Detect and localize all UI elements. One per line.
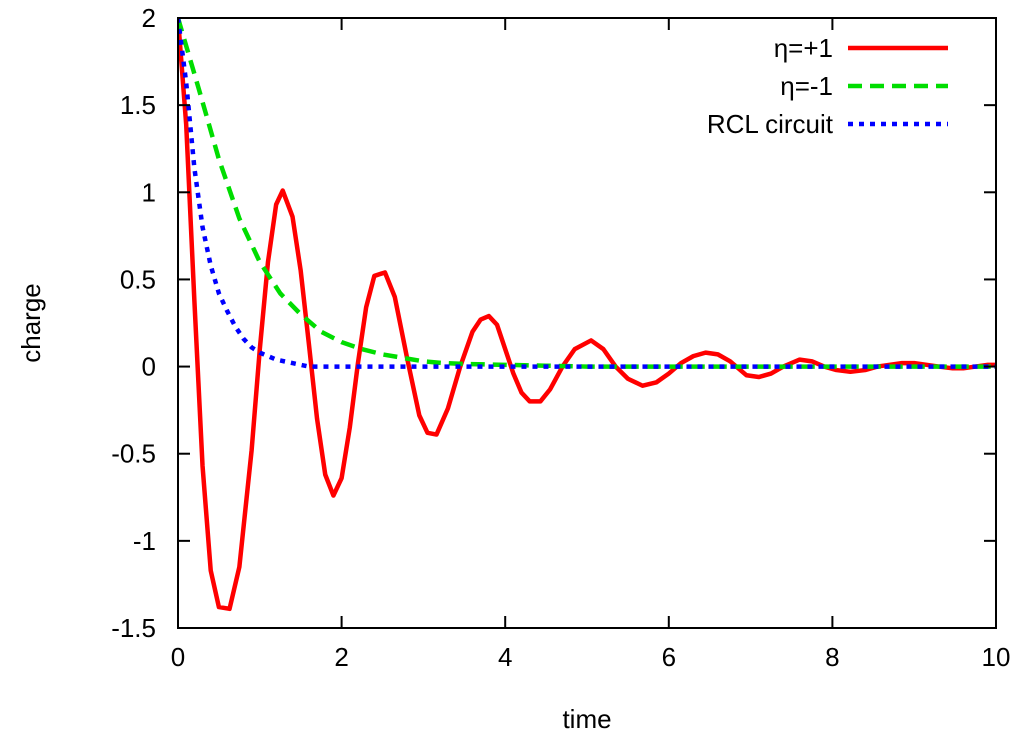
plot-frame <box>177 17 997 629</box>
series-layer <box>178 18 996 612</box>
x-tick-label: 10 <box>982 642 1011 672</box>
y-tick-label: -1.5 <box>111 613 156 643</box>
x-tick-label: 0 <box>171 642 185 672</box>
series-line-2 <box>178 18 996 369</box>
x-tick-label: 6 <box>662 642 676 672</box>
x-axis-label: time <box>562 704 611 734</box>
legend-label-0: η=+1 <box>774 33 833 63</box>
y-axis-label: charge <box>16 283 46 363</box>
y-tick-label: 1.5 <box>120 90 156 120</box>
legend: η=+1 η=-1 RCL circuit <box>707 33 948 139</box>
series-line-1 <box>178 18 996 369</box>
series-line-0 <box>178 18 996 612</box>
x-tick-label: 2 <box>334 642 348 672</box>
ticks-layer: 0 2 4 6 8 10 -1.5 -1 -0.5 0 0.5 1 1.5 2 <box>111 3 1010 672</box>
y-tick-label: -0.5 <box>111 439 156 469</box>
y-tick-label: -1 <box>133 526 156 556</box>
x-tick-label: 8 <box>825 642 839 672</box>
y-tick-label: 1 <box>142 177 156 207</box>
y-tick-label: 0 <box>142 352 156 382</box>
x-tick-label: 4 <box>498 642 512 672</box>
y-tick-label: 2 <box>142 3 156 33</box>
legend-label-1: η=-1 <box>780 71 833 101</box>
legend-label-2: RCL circuit <box>707 109 834 139</box>
y-tick-label: 0.5 <box>120 264 156 294</box>
